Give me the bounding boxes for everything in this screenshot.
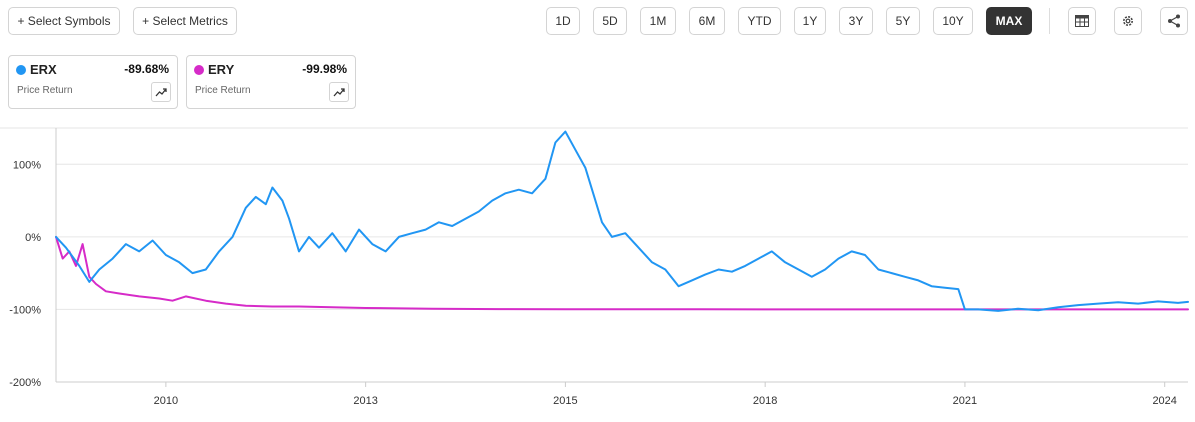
- settings-button[interactable]: [1114, 7, 1142, 35]
- range-1m-button[interactable]: 1M: [640, 7, 676, 35]
- range-5y-button[interactable]: 5Y: [886, 7, 920, 35]
- erx-color-dot: [16, 65, 26, 75]
- x-tick-label: 2018: [753, 395, 777, 407]
- series-line-ery: [55, 235, 1189, 311]
- range-1y-button[interactable]: 1Y: [794, 7, 826, 35]
- x-tick-label: 2021: [953, 395, 977, 407]
- x-tick-label: 2013: [353, 395, 377, 407]
- table-view-button[interactable]: [1068, 7, 1096, 35]
- legend-value: -99.98%: [302, 62, 347, 76]
- gear-icon: [1123, 16, 1133, 26]
- trend-button[interactable]: [329, 82, 349, 102]
- legend-metric: Price Return: [195, 85, 251, 96]
- y-tick-label: 100%: [13, 159, 41, 171]
- toolbar-divider: [1049, 8, 1050, 34]
- select-symbols-button[interactable]: + Select Symbols: [8, 7, 120, 35]
- x-tick-label: 2024: [1152, 395, 1176, 407]
- price-return-chart[interactable]: 100% 0% -100% -200% 2010 2013 2015 2018 2021 2024: [0, 120, 1195, 422]
- share-icon: [1168, 14, 1180, 28]
- x-tick-label: 2010: [154, 395, 178, 407]
- ery-color-dot: [194, 65, 204, 75]
- legend-card-erx[interactable]: ERX -89.68% Price Return: [8, 55, 178, 109]
- range-10y-button[interactable]: 10Y: [933, 7, 973, 35]
- range-ytd-button[interactable]: YTD: [738, 7, 781, 35]
- trend-up-icon: [155, 88, 167, 97]
- legend-symbol: ERY: [208, 62, 235, 77]
- range-1d-button[interactable]: 1D: [546, 7, 580, 35]
- y-tick-label: 0%: [25, 232, 41, 244]
- legend-symbol: ERX: [30, 62, 57, 77]
- y-tick-label: -200%: [9, 377, 41, 389]
- select-metrics-button[interactable]: + Select Metrics: [133, 7, 237, 35]
- series-line-erx: [55, 130, 1189, 312]
- range-5d-button[interactable]: 5D: [593, 7, 627, 35]
- range-6m-button[interactable]: 6M: [689, 7, 725, 35]
- range-max-button[interactable]: MAX: [986, 7, 1032, 35]
- table-icon: [1075, 15, 1089, 27]
- trend-up-icon: [333, 88, 345, 97]
- y-tick-label: -100%: [9, 304, 41, 316]
- share-button[interactable]: [1160, 7, 1188, 35]
- legend-metric: Price Return: [17, 85, 73, 96]
- legend-card-ery[interactable]: ERY -99.98% Price Return: [186, 55, 356, 109]
- trend-button[interactable]: [151, 82, 171, 102]
- range-3y-button[interactable]: 3Y: [839, 7, 873, 35]
- x-tick-label: 2015: [553, 395, 577, 407]
- legend-value: -89.68%: [124, 62, 169, 76]
